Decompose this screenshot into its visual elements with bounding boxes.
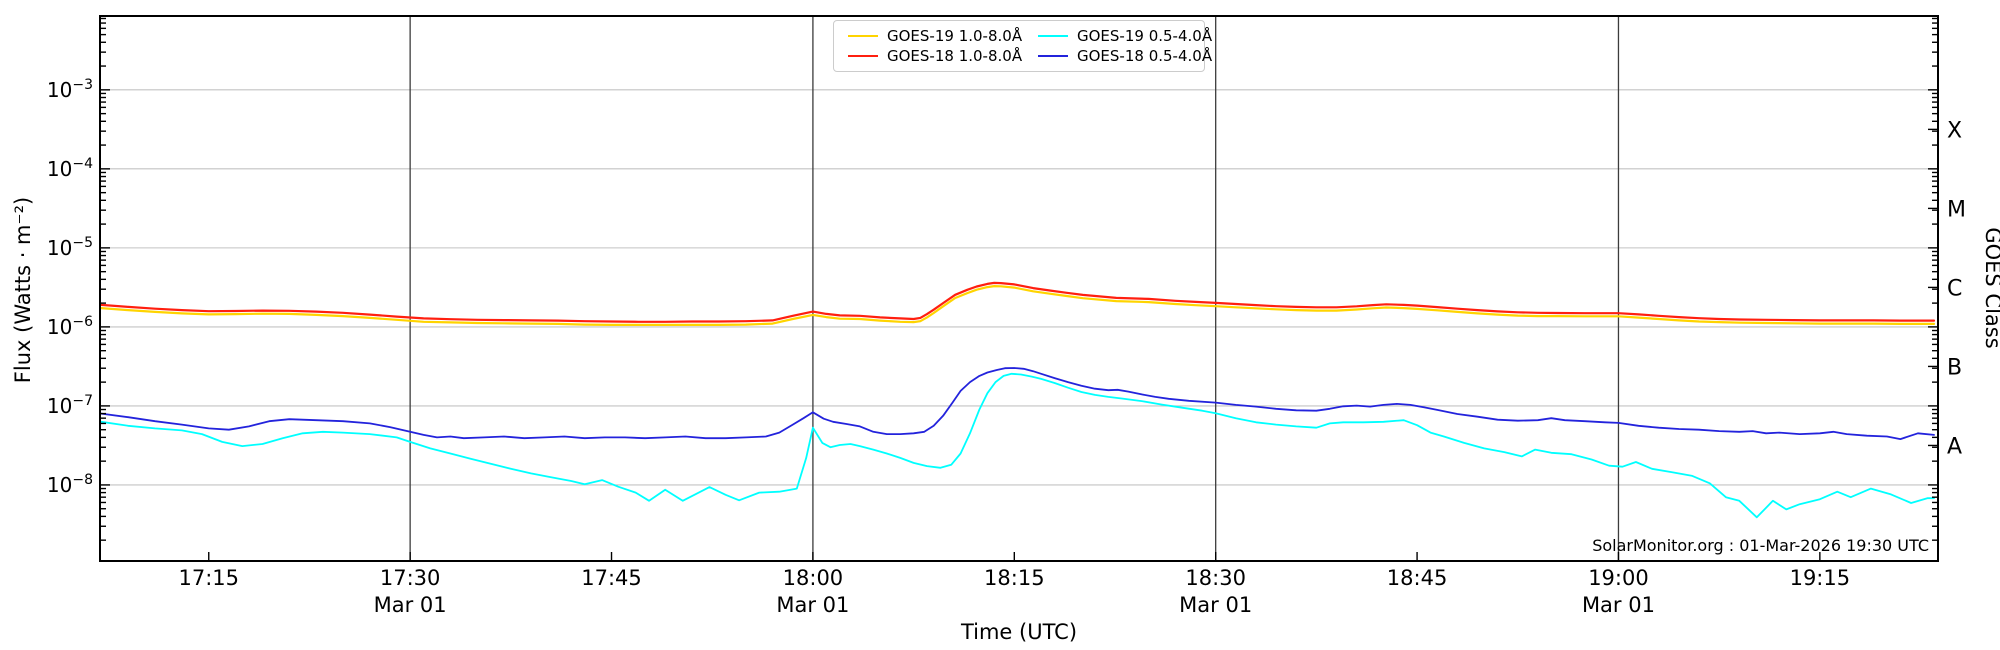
source-annotation: SolarMonitor.org : 01-Mar-2026 19:30 UTC	[1592, 536, 1929, 555]
x-tick-label: 18:30	[1185, 566, 1246, 590]
x-tick-date-label: Mar 01	[1582, 593, 1655, 617]
y-tick-label: 10−4	[47, 156, 93, 181]
x-tick-label: 19:15	[1790, 566, 1851, 590]
x-tick-date-label: Mar 01	[1179, 593, 1252, 617]
y-tick-label: 10−5	[47, 235, 93, 260]
series-line-goes18-long	[100, 281, 1936, 323]
legend-swatch-goes18-long	[848, 54, 878, 58]
legend-swatch-goes19-short	[1038, 34, 1068, 38]
goes-class-label: C	[1947, 276, 1962, 301]
legend-label: GOES-19 0.5-4.0Å	[1077, 26, 1213, 45]
x-tick-label: 19:00	[1588, 566, 1649, 590]
legend-swatch-goes18-short	[1038, 54, 1068, 58]
legend-swatch-goes19-long	[848, 34, 878, 38]
x-tick-label: 17:15	[178, 566, 239, 590]
x-tick-label: 18:00	[783, 566, 844, 590]
y-tick-label: 10−8	[47, 472, 93, 497]
legend: GOES-19 1.0-8.0Å GOES-19 0.5-4.0Å GOES-18 …	[833, 20, 1212, 72]
legend-label: GOES-18 1.0-8.0Å	[887, 46, 1023, 65]
legend-label: GOES-18 0.5-4.0Å	[1077, 46, 1213, 65]
goes-class-label: X	[1947, 118, 1962, 143]
y-axis-title-right: GOES Class	[1981, 227, 2000, 348]
series-line-goes18-short	[100, 367, 1935, 441]
x-tick-label: 18:15	[984, 566, 1045, 590]
goes-class-label: B	[1947, 355, 1962, 380]
goes-class-label: M	[1947, 197, 1966, 222]
legend-item: GOES-19 0.5-4.0Å	[1038, 26, 1213, 45]
x-tick-label: 17:45	[581, 566, 642, 590]
x-tick-label: 17:30	[380, 566, 441, 590]
legend-item: GOES-18 0.5-4.0Å	[1038, 46, 1213, 65]
y-tick-label: 10−6	[47, 314, 93, 339]
legend-label: GOES-19 1.0-8.0Å	[887, 26, 1023, 45]
legend-item: GOES-19 1.0-8.0Å	[848, 26, 1038, 45]
y-axis-title-left: Flux (Watts · m⁻²)	[11, 197, 35, 383]
y-tick-label: 10−7	[47, 393, 93, 418]
legend-item: GOES-18 1.0-8.0Å	[848, 46, 1038, 65]
y-tick-label: 10−3	[47, 77, 93, 102]
x-axis-title: Time (UTC)	[960, 620, 1077, 644]
x-tick-label: 18:45	[1387, 566, 1448, 590]
x-tick-date-label: Mar 01	[776, 593, 849, 617]
series-line-goes19-short	[100, 372, 1935, 519]
x-tick-date-label: Mar 01	[374, 593, 447, 617]
goes-class-label: A	[1947, 434, 1962, 459]
series-line-goes19-long	[100, 285, 1936, 326]
